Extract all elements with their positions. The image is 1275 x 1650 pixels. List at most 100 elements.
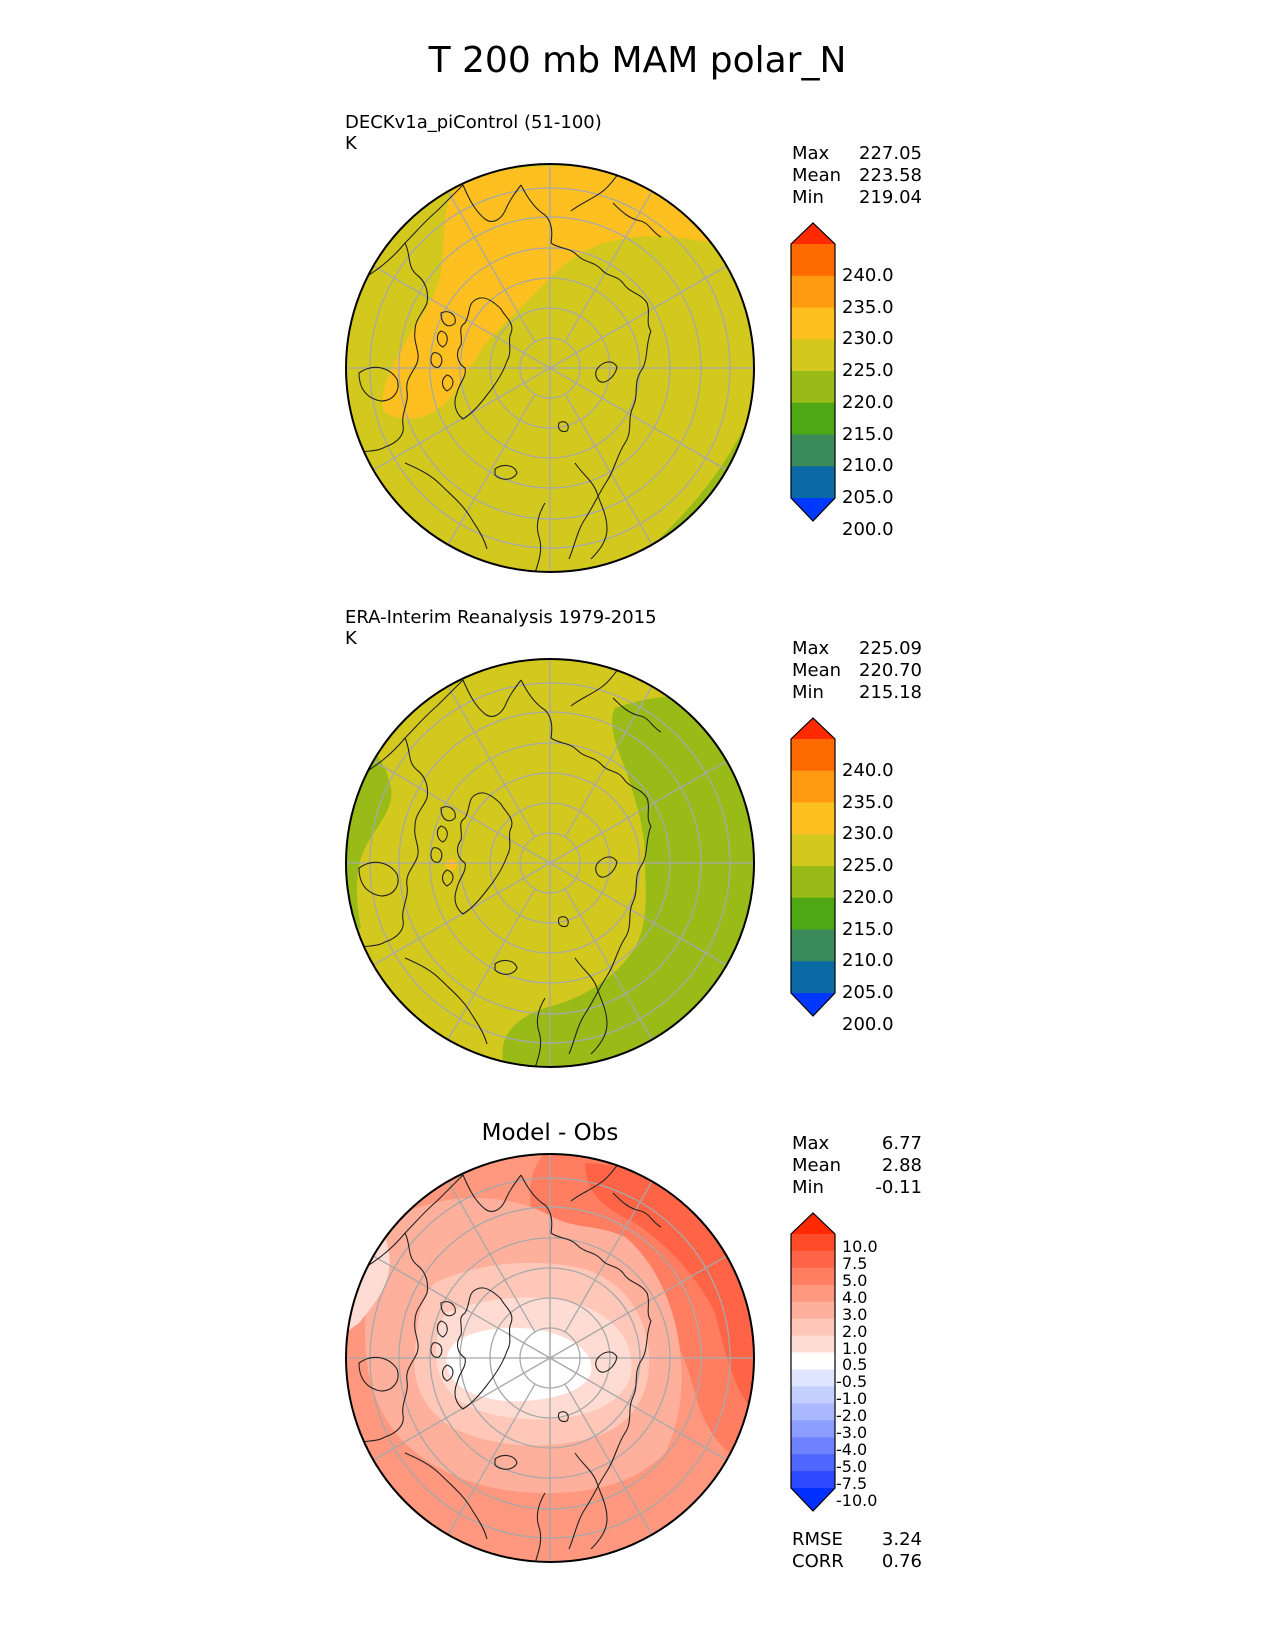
model-map bbox=[345, 163, 755, 573]
stat-value: 225.09 bbox=[859, 638, 922, 659]
colorbar-tick-label: 235.0 bbox=[842, 296, 894, 318]
coastline-segment bbox=[354, 242, 429, 456]
colorbar-swatch bbox=[791, 244, 835, 277]
coastline-segment bbox=[436, 1320, 448, 1338]
coastline-segment bbox=[570, 170, 622, 212]
coastline-segment bbox=[557, 1411, 569, 1423]
colorbar-tick-label: 230.0 bbox=[842, 823, 894, 845]
coastline-segment bbox=[441, 374, 454, 392]
stat-label: Mean bbox=[792, 1155, 842, 1176]
colorbar-swatch bbox=[791, 1437, 835, 1455]
coastline-segment bbox=[454, 1287, 513, 1410]
warm-region-225-230 bbox=[382, 166, 754, 419]
coastline-segment bbox=[520, 679, 553, 739]
colorbar-extend-min bbox=[791, 498, 835, 521]
coastline-segment bbox=[348, 492, 378, 514]
diff-colorbar: 10.0 7.5 5.0 4.0 3.0 2.0 1.0 0.5 -0.5 -1.0 -2.0 -3.… bbox=[790, 1212, 950, 1512]
coastline-segment bbox=[454, 297, 513, 420]
colorbar-swatch bbox=[791, 961, 835, 994]
colorbar-tick-label: 210.0 bbox=[842, 455, 894, 477]
stat-label: Max bbox=[792, 1133, 830, 1154]
coastline-segment bbox=[462, 184, 522, 222]
colorbar-swatch bbox=[791, 275, 835, 308]
coastline-segment bbox=[354, 679, 464, 779]
colorbar-swatch bbox=[791, 1250, 835, 1269]
coastline-segment bbox=[570, 1160, 622, 1202]
colorbar-tick-label: 215.0 bbox=[842, 423, 894, 445]
diff-region-near-zero bbox=[446, 1327, 592, 1402]
colorbar-swatch bbox=[791, 1454, 835, 1472]
coastline-segment bbox=[595, 856, 618, 878]
colorbar-tick-label: 220.0 bbox=[842, 886, 894, 908]
stat-value: 6.77 bbox=[881, 1133, 922, 1154]
stat-max: Max 6.77 bbox=[792, 1133, 922, 1155]
colorbar-tick-label: 220.0 bbox=[842, 391, 894, 413]
map-boundary bbox=[345, 658, 755, 1068]
graticule bbox=[346, 1154, 754, 1562]
stat-label: RMSE bbox=[792, 1529, 843, 1550]
colorbar-tick-label: -7.5 bbox=[836, 1474, 868, 1493]
coastline-segment bbox=[358, 366, 399, 402]
stat-label: Min bbox=[792, 682, 824, 703]
obs-title-text: ERA-Interim Reanalysis 1979-2015 bbox=[345, 607, 657, 628]
obs-colorbar: 240.0 235.0 230.0 225.0 220.0 215.0 210.0 205.0… bbox=[790, 717, 950, 1033]
colorbar-swatch bbox=[791, 402, 835, 435]
coastline-segment bbox=[430, 352, 443, 368]
colorbar-extend-max bbox=[791, 223, 835, 244]
colorbar-tick-label: 7.5 bbox=[842, 1253, 868, 1273]
coastline-segment bbox=[520, 1174, 553, 1234]
colorbar-swatch bbox=[791, 802, 835, 835]
colorbar-swatch bbox=[791, 1284, 835, 1303]
colorbar-tick-label: 1.0 bbox=[842, 1338, 868, 1358]
stat-corr: CORR 0.76 bbox=[792, 1551, 922, 1573]
stat-label: Min bbox=[792, 1177, 824, 1198]
stat-max: Max 227.05 bbox=[792, 143, 922, 165]
colorbar-tick-label: 225.0 bbox=[842, 855, 894, 876]
model-stats: Max 227.05 Mean 223.58 Min 219.04 bbox=[792, 143, 922, 209]
coastline-segment bbox=[595, 1351, 618, 1373]
coastline-segment bbox=[354, 1232, 429, 1446]
stat-value: 3.24 bbox=[881, 1529, 922, 1550]
stat-mean: Mean 223.58 bbox=[792, 165, 922, 187]
colorbar-swatch bbox=[791, 866, 835, 899]
colorbar-swatch bbox=[791, 770, 835, 803]
colorbar-tick-label: 200.0 bbox=[842, 518, 894, 540]
coastline-segment bbox=[354, 737, 429, 951]
map-boundary bbox=[345, 163, 755, 573]
colorbar-extend-max bbox=[791, 1213, 835, 1234]
stat-label: Min bbox=[792, 187, 824, 208]
colorbar-swatch bbox=[791, 371, 835, 404]
colorbar-swatch bbox=[791, 1318, 835, 1337]
coastline-segment bbox=[462, 679, 522, 717]
coastline-segment bbox=[348, 987, 378, 1009]
stat-value: 215.18 bbox=[859, 682, 922, 703]
coastlines bbox=[348, 170, 662, 572]
coastline-segment bbox=[568, 825, 652, 1055]
obs-stats: Max 225.09 Mean 220.70 Min 215.18 bbox=[792, 638, 922, 704]
stat-value: -0.11 bbox=[875, 1177, 922, 1198]
colorbar-tick-label: 240.0 bbox=[842, 759, 894, 781]
colorbar-swatch bbox=[791, 307, 835, 340]
colorbar-swatch bbox=[791, 1369, 835, 1387]
coastline-segment bbox=[557, 916, 569, 928]
coastline-segment bbox=[462, 1174, 522, 1212]
coastline-segment bbox=[404, 957, 488, 1045]
colorbar-swatch bbox=[791, 1403, 835, 1421]
coastline-segment bbox=[568, 330, 652, 560]
diff-map bbox=[345, 1153, 755, 1563]
colorbar-swatch bbox=[791, 1234, 835, 1252]
coastline-segment bbox=[574, 1452, 608, 1550]
stat-label: Mean bbox=[792, 660, 842, 681]
stat-label: Max bbox=[792, 638, 830, 659]
stat-value: 219.04 bbox=[859, 187, 922, 208]
stat-mean: Mean 2.88 bbox=[792, 1155, 922, 1177]
cool-region-215-220 bbox=[502, 696, 754, 1067]
stat-max: Max 225.09 bbox=[792, 638, 922, 660]
warm-spot-225-230 bbox=[445, 858, 457, 871]
colorbar-swatch bbox=[791, 834, 835, 867]
coastline-segment bbox=[358, 1356, 399, 1392]
coastline-segment bbox=[550, 737, 652, 827]
colorbar-tick-label: 5.0 bbox=[842, 1270, 868, 1290]
coastline-segment bbox=[436, 825, 448, 843]
colorbar-tick-label: -1.0 bbox=[836, 1389, 868, 1409]
